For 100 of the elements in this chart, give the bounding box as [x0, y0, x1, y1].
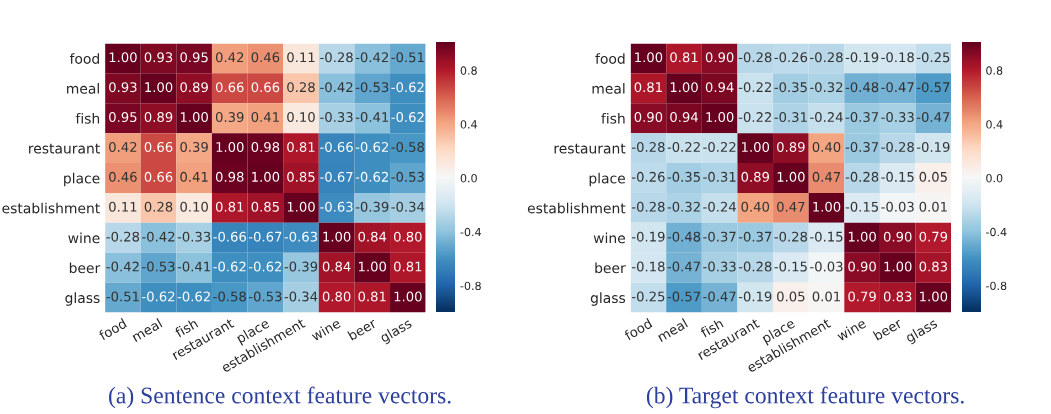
data-label: -0.42 [106, 261, 139, 272]
color-bar-label: -0.4 [460, 227, 481, 237]
data-label: -0.15 [845, 201, 879, 212]
data-label: -0.33 [703, 261, 736, 272]
y-tick-label: restaurant [554, 143, 626, 154]
data-label: 0.83 [919, 261, 947, 272]
data-label: 0.98 [251, 141, 280, 152]
data-label: 1.00 [109, 52, 137, 63]
y-tick-label: meal [67, 83, 99, 94]
data-label: 0.46 [109, 171, 137, 182]
data-label: -0.28 [881, 141, 914, 152]
data-label: 0.42 [109, 141, 137, 152]
data-label: 1.00 [920, 291, 948, 302]
data-label: -0.28 [845, 171, 879, 182]
data-label: 0.84 [358, 231, 387, 242]
data-label: -0.03 [810, 261, 843, 272]
data-label: 0.79 [919, 231, 948, 242]
color-bar-label: -0.4 [985, 227, 1007, 237]
y-tick-label: place [64, 172, 100, 187]
data-label: -0.34 [391, 201, 425, 212]
data-label: -0.53 [142, 261, 175, 272]
data-label: -0.42 [355, 52, 388, 63]
color-bar-label: 0.4 [986, 120, 1003, 129]
y-tick-label: glass [590, 292, 626, 306]
data-label: 0.94 [705, 82, 734, 93]
data-label: 1.00 [216, 141, 244, 152]
data-label: 0.66 [251, 82, 280, 93]
data-label: 0.11 [287, 52, 315, 63]
data-label: -0.67 [248, 231, 282, 242]
data-label: 0.40 [741, 201, 770, 212]
data-label: 0.41 [180, 171, 208, 182]
data-label: -0.42 [320, 82, 353, 93]
data-label: -0.48 [667, 231, 701, 242]
data-label: -0.35 [774, 82, 807, 93]
data-label: -0.28 [738, 52, 772, 63]
data-label: 1.00 [323, 231, 351, 242]
data-label: -0.47 [703, 291, 736, 302]
data-label: 1.00 [813, 201, 841, 212]
data-label: -0.63 [320, 201, 353, 212]
data-label: -0.03 [881, 201, 914, 212]
data-label: -0.24 [810, 112, 843, 123]
data-label: -0.25 [916, 52, 950, 63]
data-label: 0.81 [215, 201, 244, 212]
data-label: -0.34 [284, 291, 318, 302]
data-label: -0.28 [738, 261, 772, 272]
data-label: -0.41 [355, 112, 389, 123]
color-bar-label: 0.8 [460, 66, 477, 75]
data-label: -0.47 [667, 261, 700, 272]
data-label: 0.47 [812, 171, 841, 182]
data-label: -0.51 [106, 291, 139, 302]
y-tick-label: fish [75, 112, 100, 124]
x-tick-label: wine [310, 317, 342, 342]
data-label: 1.00 [145, 82, 173, 93]
data-label: -0.63 [284, 231, 318, 242]
data-label: -0.67 [320, 171, 353, 182]
data-label: 0.66 [144, 171, 173, 182]
data-label: 0.81 [287, 141, 315, 152]
data-label: -0.33 [177, 231, 211, 242]
data-label: 1.00 [358, 261, 387, 272]
data-label: -0.18 [631, 261, 665, 272]
data-label: -0.66 [213, 231, 246, 242]
data-label: 0.90 [634, 112, 663, 123]
y-tick-label: food [69, 53, 99, 64]
data-label: 0.11 [109, 201, 137, 212]
data-label: -0.47 [916, 112, 950, 123]
data-label: -0.33 [881, 112, 914, 123]
y-tick-label: beer [595, 262, 626, 274]
data-label: 0.42 [215, 52, 244, 63]
data-label: 0.41 [251, 112, 279, 123]
color-bar-label: 0.4 [460, 120, 477, 129]
data-label: -0.62 [142, 291, 175, 302]
data-label: -0.19 [916, 141, 950, 152]
data-label: -0.22 [738, 112, 772, 123]
data-label: 1.00 [706, 112, 734, 123]
data-label: 0.85 [287, 171, 315, 182]
data-label: 0.93 [109, 82, 137, 93]
data-label: 1.00 [287, 201, 315, 212]
data-label: -0.19 [631, 231, 665, 242]
data-label: -0.57 [667, 291, 700, 302]
data-label: 0.81 [394, 261, 422, 272]
data-label: -0.31 [774, 112, 807, 123]
data-label: -0.53 [248, 291, 282, 302]
data-label: 0.66 [144, 141, 173, 152]
data-label: -0.18 [881, 52, 914, 63]
data-label: 0.40 [812, 141, 841, 152]
y-tick-label: establishment [527, 202, 626, 214]
data-label: -0.15 [881, 171, 914, 182]
data-label: -0.15 [810, 231, 843, 242]
data-label: -0.62 [391, 112, 424, 123]
data-label: 0.90 [848, 261, 876, 272]
data-label: 0.66 [215, 82, 244, 93]
x-tick-label: beer [347, 317, 378, 341]
y-tick-label: restaurant [29, 143, 100, 154]
data-label: 1.00 [670, 82, 698, 93]
data-label: 0.95 [180, 52, 208, 63]
data-label: -0.62 [391, 82, 424, 93]
color-bar-label: 0.0 [460, 173, 477, 183]
data-label: -0.58 [213, 291, 246, 302]
data-label: 1.00 [180, 112, 208, 123]
data-label: -0.53 [391, 171, 424, 182]
